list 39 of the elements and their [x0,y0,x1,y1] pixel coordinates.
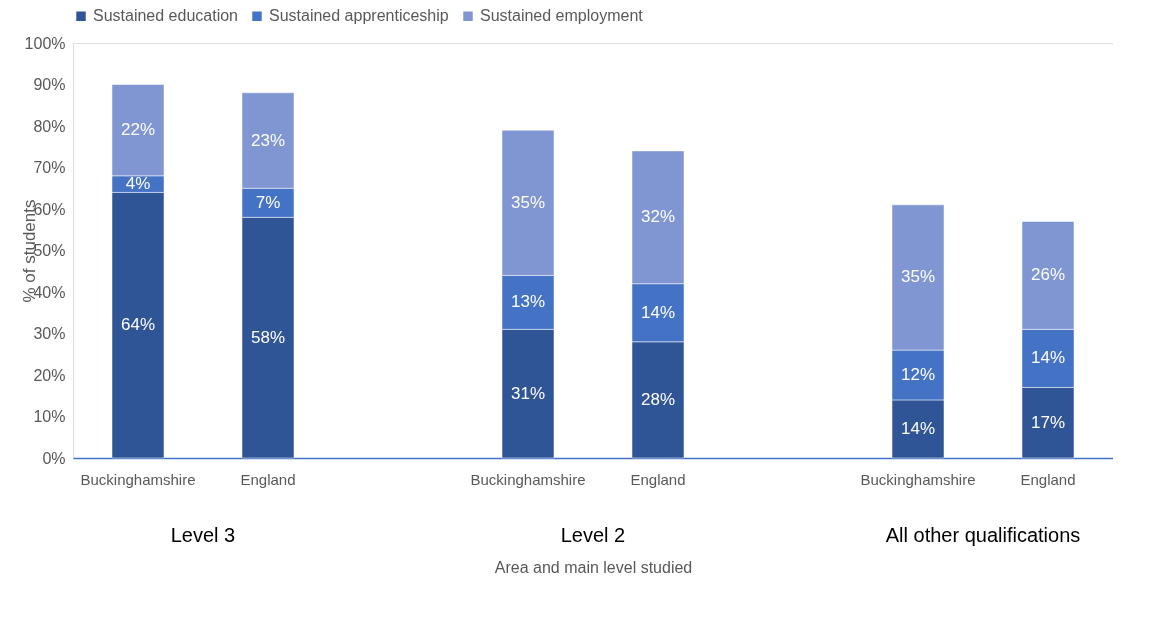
y-tick-label: 20% [33,366,66,384]
data-label: 12% [900,365,936,384]
x-tick-label: Buckinghamshire [80,470,196,488]
x-tick-label: Buckinghamshire [470,470,586,488]
data-label: 14% [640,302,676,322]
data-label: 13% [510,292,546,312]
data-label: 32% [640,207,676,227]
data-label: 26% [1030,265,1066,285]
x-tick-label: England [1020,470,1076,488]
data-label: 17% [1030,412,1066,432]
data-label: 14% [1030,348,1066,368]
legend-label: Sustained employment [480,7,644,25]
data-label: 31% [510,383,546,403]
x-tick-label: England [240,470,296,488]
legend-label: Sustained education [93,7,238,25]
y-tick-label: 0% [42,449,66,467]
data-label: 4% [125,174,151,194]
text: Level 3 [170,524,236,546]
y-tick-label: 100% [24,34,66,52]
data-label: 14% [900,418,936,438]
x-tick-label: Buckinghamshire [860,470,976,488]
y-tick-label: 70% [33,159,66,176]
text: All other qualifications [885,524,1081,546]
y-tick-label: 10% [33,408,66,425]
y-tick-label: 30% [33,325,66,342]
data-label: 35% [900,267,936,287]
x-tick-label: England [630,470,686,488]
data-label: 35% [510,192,546,212]
data-label: 28% [640,389,676,409]
y-tick-label: 90% [33,76,66,93]
text: Level 2 [560,524,626,546]
data-label: 22% [120,120,156,140]
data-label: 7% [255,192,281,212]
y-tick-label: 80% [33,117,66,135]
data-label: 23% [250,130,286,150]
data-label: 64% [120,315,156,335]
x-axis-title: Area and main level studied [494,558,693,576]
data-label: 58% [250,327,286,347]
legend-label: Sustained apprenticeship [269,7,449,25]
